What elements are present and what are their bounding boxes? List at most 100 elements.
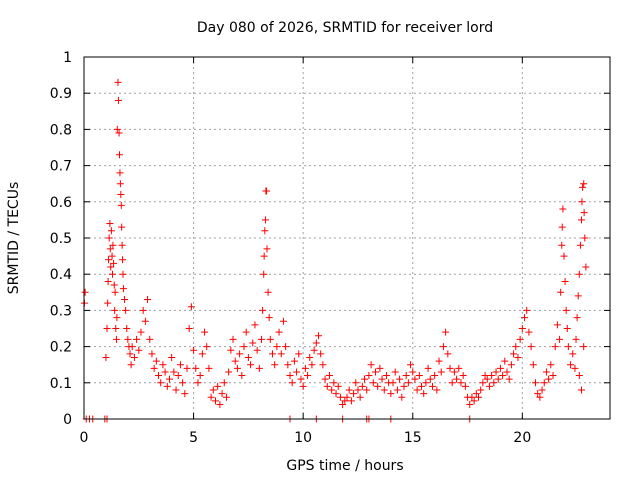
data-point xyxy=(387,390,395,398)
data-point xyxy=(107,227,115,235)
data-point xyxy=(534,390,542,398)
data-point xyxy=(119,256,127,264)
data-point xyxy=(582,263,590,271)
data-point xyxy=(111,306,119,314)
data-point xyxy=(146,335,154,343)
y-axis-label: SRMTID / TECUs xyxy=(6,182,22,295)
data-point xyxy=(576,241,584,249)
data-point xyxy=(259,306,267,314)
data-point xyxy=(108,252,116,260)
data-point xyxy=(130,353,138,361)
data-point xyxy=(382,372,390,380)
data-point xyxy=(578,198,586,206)
data-point xyxy=(240,343,248,351)
data-point xyxy=(306,353,314,361)
data-point xyxy=(152,357,160,365)
data-point xyxy=(265,314,273,322)
y-tick-label: 0.1 xyxy=(50,376,72,392)
y-tick-label: 0.5 xyxy=(50,231,72,247)
data-point xyxy=(301,364,309,372)
data-point xyxy=(472,390,480,398)
data-point xyxy=(118,223,126,231)
data-point xyxy=(514,353,522,361)
data-point xyxy=(144,296,152,304)
data-point xyxy=(127,361,135,369)
data-point xyxy=(229,335,237,343)
data-point xyxy=(116,180,124,188)
data-point xyxy=(442,328,450,336)
data-point xyxy=(263,187,271,195)
data-point xyxy=(112,335,120,343)
data-point xyxy=(321,375,329,383)
data-point xyxy=(557,288,565,296)
data-point xyxy=(115,129,123,137)
data-point xyxy=(512,343,520,351)
data-point xyxy=(172,386,180,394)
data-point xyxy=(203,343,211,351)
data-point xyxy=(105,256,113,264)
data-point xyxy=(266,335,274,343)
data-point xyxy=(271,361,279,369)
data-point xyxy=(380,386,388,394)
data-point xyxy=(391,368,399,376)
data-point xyxy=(170,368,178,376)
data-point xyxy=(304,372,312,380)
data-point xyxy=(358,382,366,390)
data-point xyxy=(479,379,487,387)
data-point xyxy=(564,343,572,351)
data-point xyxy=(113,125,121,133)
data-point xyxy=(196,372,204,380)
data-point xyxy=(538,386,546,394)
y-tick-label: 0.7 xyxy=(50,159,72,175)
data-point xyxy=(273,343,281,351)
data-point xyxy=(104,277,112,285)
data-point xyxy=(284,361,292,369)
data-point xyxy=(258,335,266,343)
data-point xyxy=(220,379,228,387)
data-point xyxy=(148,350,156,358)
plot-frame xyxy=(83,56,611,420)
data-point xyxy=(400,382,408,390)
data-point xyxy=(339,401,347,409)
x-tick-label: 15 xyxy=(404,430,422,446)
data-point xyxy=(494,375,502,383)
data-point xyxy=(396,375,404,383)
data-point xyxy=(531,379,539,387)
data-point xyxy=(225,368,233,376)
data-point xyxy=(455,364,463,372)
data-point xyxy=(558,241,566,249)
data-point xyxy=(461,382,469,390)
data-point xyxy=(341,397,349,405)
data-point xyxy=(457,379,465,387)
data-point xyxy=(448,379,456,387)
data-point xyxy=(118,241,126,249)
data-point xyxy=(468,393,476,401)
data-point xyxy=(242,328,250,336)
data-point xyxy=(376,364,384,372)
data-point xyxy=(263,245,271,253)
data-point xyxy=(233,364,241,372)
data-point xyxy=(192,364,200,372)
y-tick-label: 0.3 xyxy=(50,303,72,319)
data-point xyxy=(481,372,489,380)
data-point xyxy=(551,343,559,351)
data-point xyxy=(190,346,198,354)
data-point xyxy=(345,386,353,394)
data-point xyxy=(389,379,397,387)
data-point xyxy=(122,306,130,314)
data-point xyxy=(123,325,131,332)
data-point xyxy=(580,343,588,351)
data-point xyxy=(255,364,263,372)
data-point xyxy=(459,372,467,380)
data-point xyxy=(437,368,445,376)
data-point xyxy=(343,393,351,401)
data-point xyxy=(475,393,482,401)
data-point xyxy=(133,335,141,343)
data-point xyxy=(244,353,252,361)
data-point xyxy=(558,223,566,231)
data-point xyxy=(575,372,583,380)
data-point xyxy=(470,397,478,405)
data-point xyxy=(361,375,369,383)
data-point xyxy=(496,364,504,372)
data-point xyxy=(490,379,498,387)
